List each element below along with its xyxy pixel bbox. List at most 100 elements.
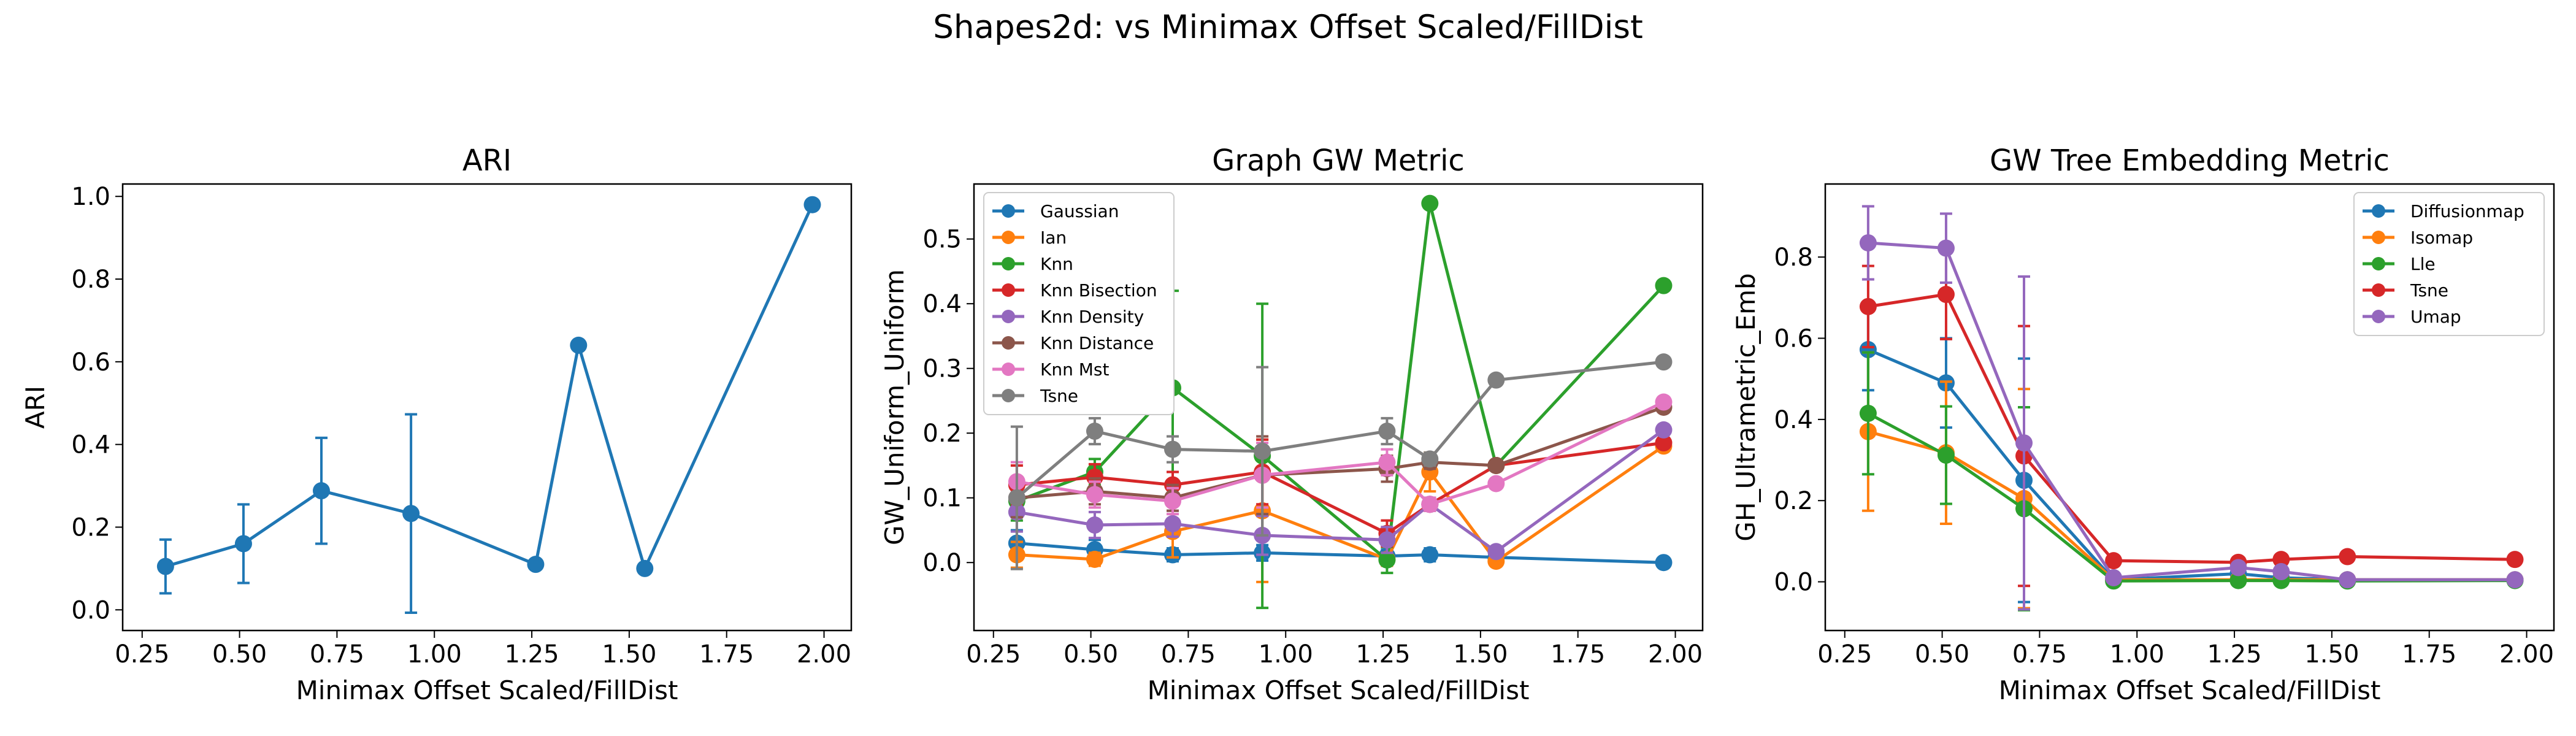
x-tick-label: 1.50 <box>602 640 656 669</box>
data-point <box>1254 442 1271 460</box>
y-tick-label: 0.6 <box>71 348 110 377</box>
series-line <box>165 204 814 570</box>
y-tick-label: 0.4 <box>71 431 110 459</box>
series-tsne <box>1008 353 1673 570</box>
series-line <box>1016 360 1664 499</box>
legend-label: Knn <box>1040 254 1073 274</box>
series-line <box>1016 542 1664 564</box>
data-point <box>803 196 821 213</box>
data-point <box>2229 572 2247 589</box>
plot-frame <box>1824 183 2555 632</box>
data-point <box>1164 492 1181 510</box>
x-tick-label: 1.50 <box>1453 640 1508 669</box>
y-tick-label: 0.0 <box>1774 569 1813 597</box>
data-point <box>1086 486 1103 504</box>
data-point <box>1086 550 1103 568</box>
y-tick-label: 0.4 <box>1774 406 1813 434</box>
chart-panel-2: Graph GW Metric 0.25 0.50 0.75 1.00 1.25 1.50 1… <box>880 144 1704 705</box>
series-knn-density <box>1008 421 1673 561</box>
data-point <box>2272 563 2290 581</box>
chart-panel-1: ARI 0.25 0.50 0.75 1.00 1.25 1.50 1.75 2.00 0.0 0.… <box>20 144 853 705</box>
series-isomap <box>1859 351 2524 610</box>
data-point <box>1655 353 1673 371</box>
data-point <box>1487 475 1505 493</box>
x-tick-label: 1.50 <box>2304 640 2359 669</box>
y-tick-label: 0.8 <box>71 266 110 294</box>
x-tick-label: 2.00 <box>2499 640 2554 669</box>
data-point <box>156 558 174 575</box>
series-line <box>1016 405 1665 500</box>
legend-marker <box>1002 204 1015 218</box>
data-point <box>1655 434 1673 452</box>
data-point <box>2105 552 2123 570</box>
x-tick-label: 1.25 <box>505 640 559 669</box>
legend-box <box>983 192 1175 415</box>
data-point <box>1378 551 1396 569</box>
series-knn-mst <box>1008 393 1673 516</box>
y-tick-label: 0.0 <box>922 549 962 577</box>
x-tick-label: 1.75 <box>1551 640 1605 669</box>
legend-marker <box>1002 257 1015 270</box>
legend-label: Knn Density <box>1040 307 1144 327</box>
legend-label: Knn Distance <box>1040 333 1154 353</box>
x-tick-label: 0.75 <box>1161 640 1216 669</box>
legend-marker <box>2372 310 2385 323</box>
data-point <box>1487 371 1505 389</box>
x-tick-label: 0.25 <box>966 640 1021 669</box>
data-point <box>2506 571 2524 589</box>
x-tick-label: 0.25 <box>1817 640 1872 669</box>
data-point <box>1859 234 1877 251</box>
y-tick-label: 0.1 <box>922 485 962 513</box>
data-point <box>1378 531 1396 549</box>
series-gaussian <box>1008 529 1673 572</box>
legend-marker <box>1002 231 1015 244</box>
x-tick-label: 2.00 <box>1648 640 1703 669</box>
y-tick-label: 1.0 <box>71 183 110 211</box>
x-tick-label: 0.50 <box>1064 640 1118 669</box>
data-point <box>1859 341 1877 359</box>
x-axis-label: Minimax Offset Scaled/FillDist <box>296 675 678 705</box>
data-point <box>1086 516 1103 534</box>
legend-label: Knn Bisection <box>1040 280 1157 301</box>
series-line <box>1016 401 1665 506</box>
legend-label: Tsne <box>1040 386 1078 406</box>
data-point <box>1859 297 1877 315</box>
legend-marker <box>1002 310 1015 323</box>
plot-frame <box>121 183 853 632</box>
legend-label: Isomap <box>2410 228 2473 248</box>
data-point <box>1421 194 1439 212</box>
chart-panel-3: GW Tree Embedding Metric 0.25 0.50 0.75 1.00… <box>1731 144 2555 705</box>
data-point <box>2506 551 2524 569</box>
legend-marker <box>2372 283 2385 297</box>
data-point <box>1378 453 1396 471</box>
y-tick-label: 0.2 <box>922 420 962 448</box>
series-line <box>1016 441 1664 535</box>
legend-label: Umap <box>2410 307 2461 327</box>
data-point <box>1859 404 1877 422</box>
x-tick-label: 1.00 <box>2110 640 2164 669</box>
data-point <box>1655 421 1673 439</box>
legend-marker <box>2372 204 2385 218</box>
figure-title: Shapes2d: vs Minimax Offset Scaled/FillD… <box>933 9 1643 46</box>
data-point <box>1655 277 1673 294</box>
series-knn-bisection <box>1008 434 1673 548</box>
data-point <box>1655 554 1673 572</box>
legend: Diffusionmap Isomap Lle Tsne Umap <box>2353 192 2545 336</box>
y-tick-label: 0.0 <box>71 596 110 624</box>
data-point <box>2105 569 2123 586</box>
y-tick-label: 0.2 <box>71 513 110 542</box>
y-axis-label: ARI <box>20 386 50 429</box>
x-tick-label: 1.25 <box>2207 640 2262 669</box>
data-point <box>1086 423 1103 440</box>
data-point <box>1937 447 1955 464</box>
legend-label: Knn Mst <box>1040 359 1110 380</box>
x-tick-label: 2.00 <box>797 640 851 669</box>
data-point <box>1487 543 1505 561</box>
y-axis-label: GH_Ultrametric_Emb <box>1731 273 1761 541</box>
data-point <box>1008 489 1025 507</box>
data-point <box>1655 393 1673 411</box>
data-point <box>1164 515 1181 532</box>
data-point <box>313 482 330 500</box>
legend: Gaussian Ian Knn Knn Bisection Knn Density Kn… <box>983 192 1175 415</box>
